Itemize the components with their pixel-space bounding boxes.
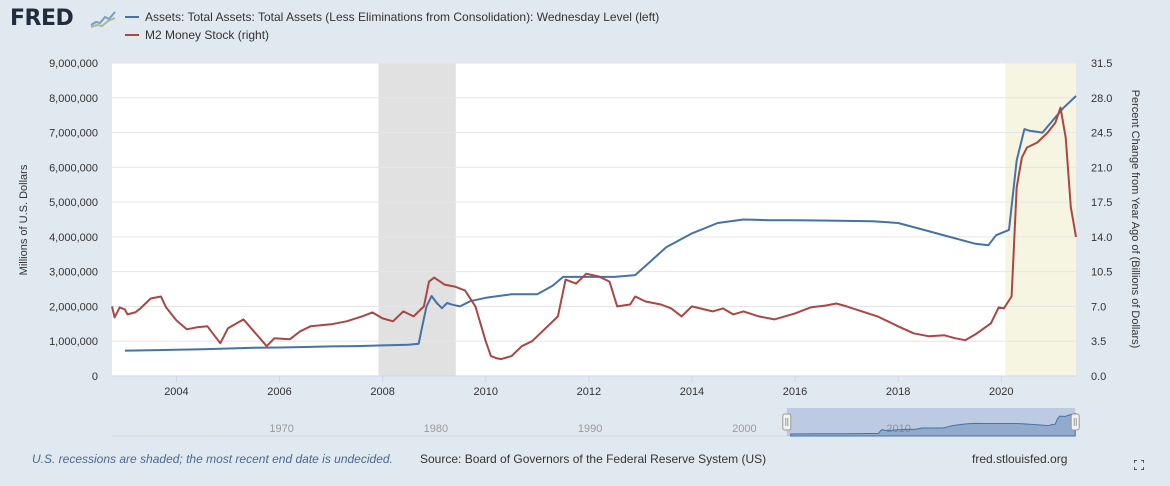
- y-tick-label-right: 7.0: [1091, 301, 1106, 313]
- y-tick-label-left: 5,000,000: [49, 197, 98, 209]
- navigator-tick-label: 1980: [424, 423, 448, 435]
- y-tick-label-left: 3,000,000: [49, 267, 98, 279]
- y-tick-label-left: 2,000,000: [49, 301, 98, 313]
- x-tick-label: 2016: [783, 386, 807, 398]
- legend-swatch-assets: [125, 16, 139, 18]
- x-tick-label: 2008: [370, 386, 394, 398]
- y-tick-label-right: 14.0: [1091, 232, 1112, 244]
- x-tick-label: 2006: [267, 386, 291, 398]
- y-tick-label-right: 28.0: [1091, 93, 1112, 105]
- y-tick-label-right: 3.5: [1091, 336, 1106, 348]
- navigator-handle-left[interactable]: [782, 413, 792, 431]
- chart[interactable]: 2004 2006 2008 2010 2012 2014 2016 2018 2020 0 1,…: [0, 0, 1170, 446]
- x-tick-label: 2010: [474, 386, 498, 398]
- x-tick-label: 2018: [886, 386, 910, 398]
- recession-note: U.S. recessions are shaded; the most rec…: [32, 452, 393, 466]
- x-tick-label: 2004: [164, 386, 188, 398]
- legend-label-m2: M2 Money Stock (right): [145, 28, 270, 42]
- fullscreen-icon[interactable]: [1134, 460, 1144, 470]
- y-tick-label-right: 21.0: [1091, 162, 1112, 174]
- chart-legend: Assets: Total Assets: Total Assets (Less…: [125, 8, 659, 44]
- y-tick-label-left: 7,000,000: [49, 128, 98, 140]
- legend-label-assets: Assets: Total Assets: Total Assets (Less…: [145, 10, 660, 24]
- site-link[interactable]: fred.stlouisfed.org: [972, 452, 1068, 466]
- legend-item-assets[interactable]: Assets: Total Assets: Total Assets (Less…: [125, 8, 659, 26]
- recession-shade-1: [1005, 63, 1076, 376]
- legend-item-m2[interactable]: M2 Money Stock (right): [125, 26, 659, 44]
- navigator-tick-label: 2010: [886, 423, 910, 435]
- series-line-m2: [111, 106, 1077, 361]
- y-tick-label-right: 10.5: [1091, 267, 1112, 279]
- y-axis-label-left: Millions of U.S. Dollars: [18, 164, 30, 275]
- y-tick-label-right: 17.5: [1091, 197, 1112, 209]
- fred-logo[interactable]: FRED: [10, 6, 74, 31]
- y-tick-label-right: 31.5: [1091, 58, 1112, 70]
- x-tick-label: 2012: [577, 386, 601, 398]
- y-tick-label-left: 0: [92, 371, 98, 383]
- source-text: Source: Board of Governors of the Federa…: [420, 452, 767, 466]
- recession-shade-0: [378, 63, 456, 376]
- y-axis-label-right: Percent Change from Year Ago of (Billion…: [1129, 90, 1141, 349]
- y-tick-label-right: 24.5: [1091, 128, 1112, 140]
- range-navigator[interactable]: 1970 1980 1990 2000 2010: [112, 408, 1080, 437]
- series-line-assets: [124, 95, 1077, 352]
- legend-swatch-m2: [125, 34, 139, 36]
- y-tick-label-right: 0.0: [1091, 371, 1106, 383]
- navigator-tick-label: 1970: [269, 423, 293, 435]
- fred-logo-chart-icon: [90, 10, 116, 28]
- y-tick-label-left: 8,000,000: [49, 93, 98, 105]
- navigator-tick-label: 1990: [578, 423, 602, 435]
- navigator-series-area: [790, 412, 1076, 437]
- navigator-tick-label: 2000: [732, 423, 756, 435]
- x-tick-label: 2014: [680, 386, 704, 398]
- y-tick-label-left: 9,000,000: [49, 58, 98, 70]
- navigator-selection: [786, 408, 1076, 436]
- x-tick-label: 2020: [989, 386, 1013, 398]
- y-tick-label-left: 1,000,000: [49, 336, 98, 348]
- navigator-handle-right[interactable]: [1070, 413, 1080, 431]
- y-tick-label-left: 4,000,000: [49, 232, 98, 244]
- y-tick-label-left: 6,000,000: [49, 162, 98, 174]
- plot-area: [112, 63, 1076, 376]
